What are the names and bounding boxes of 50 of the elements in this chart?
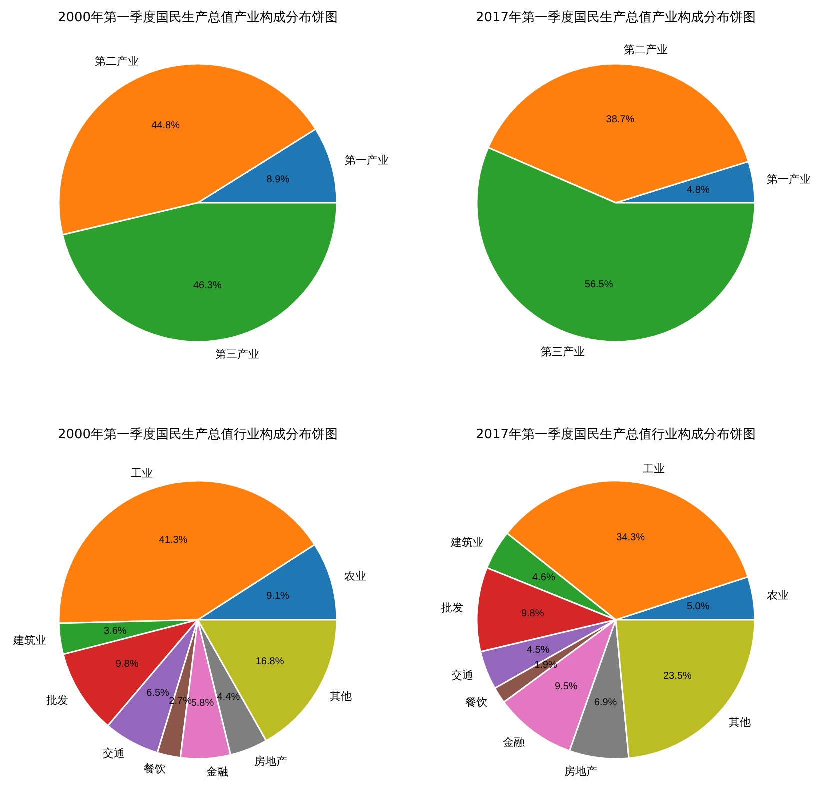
data-label: 41.3% — [159, 534, 188, 546]
data-label: 3.6% — [104, 626, 127, 638]
slice-label: 工业 — [643, 462, 666, 476]
data-label: 16.8% — [256, 656, 284, 668]
data-label: 56.5% — [584, 279, 614, 290]
chart-title: 2017年第一季度国民生产总值行业构成分布饼图 — [476, 426, 756, 443]
slice-label: 建筑业 — [12, 634, 47, 648]
data-label: 23.5% — [664, 670, 692, 682]
slice-label: 工业 — [131, 466, 154, 480]
slice-label: 房地产 — [254, 755, 288, 768]
slice-label: 餐饮 — [466, 696, 488, 710]
slice-label: 第一产业 — [767, 173, 812, 186]
slice-label: 批发 — [442, 601, 464, 614]
slice-label: 金融 — [206, 766, 229, 779]
slice-label: 房地产 — [564, 764, 598, 778]
slice-label: 餐饮 — [144, 762, 166, 776]
slice-label: 其他 — [729, 716, 752, 729]
data-label: 34.3% — [616, 532, 646, 544]
chart-title: 2000年第一季度国民生产总值产业构成分布饼图 — [58, 10, 338, 26]
slice-label: 农业 — [344, 570, 367, 583]
data-label: 38.7% — [606, 114, 635, 126]
data-label: 5.8% — [191, 698, 214, 709]
chart-title: 2017年第一季度国民生产总值产业构成分布饼图 — [476, 10, 756, 26]
data-label: 4.5% — [526, 645, 550, 656]
slice-label: 第三产业 — [216, 348, 260, 361]
data-label: 44.8% — [152, 120, 180, 132]
data-label: 9.8% — [116, 658, 139, 670]
slice-label: 交通 — [452, 668, 474, 682]
slice-label: 第一产业 — [344, 154, 389, 167]
data-label: 4.6% — [532, 572, 556, 584]
data-label: 9.8% — [521, 608, 544, 620]
slice-label: 农业 — [767, 589, 790, 602]
chart-title: 2000年第一季度国民生产总值行业构成分布饼图 — [58, 426, 338, 443]
slice-label: 交通 — [102, 747, 125, 760]
slice-label: 第二产业 — [95, 54, 140, 68]
data-label: 4.8% — [687, 185, 710, 196]
slice-label: 第二产业 — [624, 43, 668, 56]
data-label: 6.9% — [594, 697, 618, 708]
data-label: 4.4% — [217, 692, 240, 704]
data-label: 9.1% — [266, 591, 290, 602]
slice-label: 建筑业 — [450, 536, 484, 550]
data-label: 8.9% — [266, 174, 290, 186]
data-label: 9.5% — [554, 682, 578, 693]
slice-label: 第三产业 — [540, 346, 585, 359]
data-label: 5.0% — [686, 602, 710, 613]
slice-label: 其他 — [330, 690, 352, 704]
data-label: 6.5% — [146, 688, 170, 699]
data-label: 46.3% — [193, 280, 222, 292]
slice-label: 金融 — [502, 736, 525, 749]
slice-label: 批发 — [46, 694, 68, 708]
